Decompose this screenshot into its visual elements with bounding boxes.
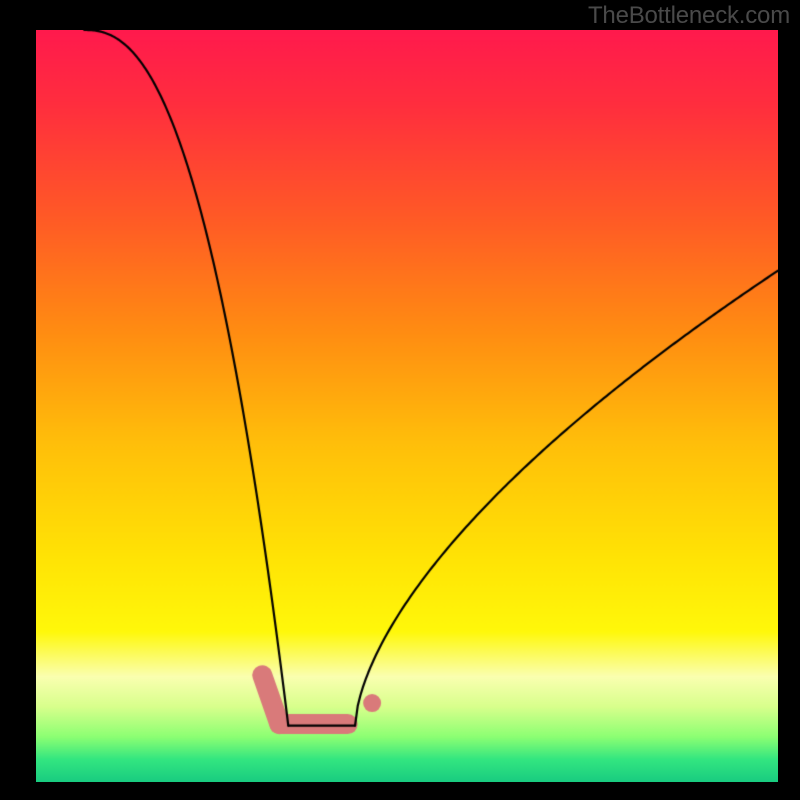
bottleneck-curve bbox=[36, 30, 778, 782]
watermark-text: TheBottleneck.com bbox=[588, 2, 790, 30]
chart-root: TheBottleneck.com bbox=[0, 0, 800, 800]
plot-area bbox=[36, 30, 778, 782]
